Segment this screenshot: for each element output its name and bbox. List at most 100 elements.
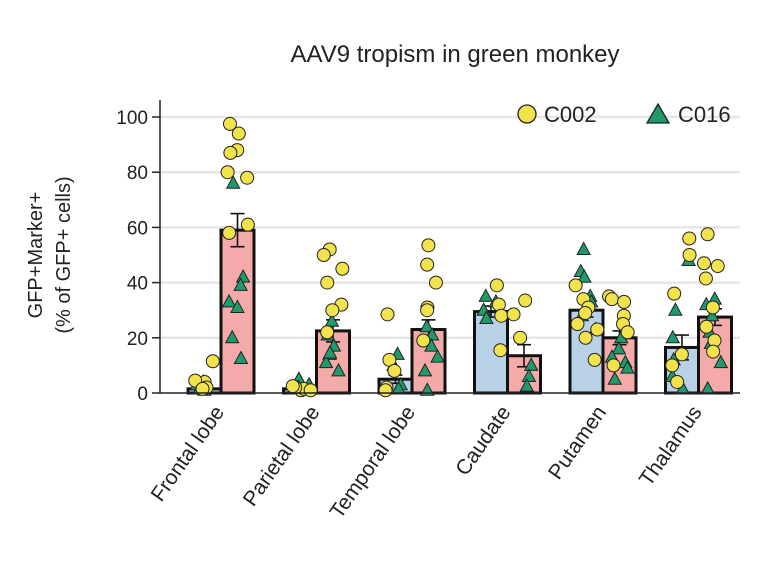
data-point-circle xyxy=(222,225,237,240)
data-point-triangle xyxy=(233,277,248,291)
data-point-circle xyxy=(303,383,318,398)
data-point-circle xyxy=(667,286,682,301)
data-point-circle xyxy=(195,381,210,396)
legend-label-series-2: C016 xyxy=(678,102,731,127)
data-point-triangle xyxy=(521,368,537,382)
data-point-circle xyxy=(698,271,713,286)
x-category-label: Frontal lobe xyxy=(147,402,229,506)
data-point-circle xyxy=(231,126,246,141)
data-point-circle xyxy=(489,278,504,293)
data-point-triangle xyxy=(221,293,237,308)
data-point-triangle xyxy=(419,318,435,333)
data-point-circle xyxy=(604,292,619,307)
points-layer xyxy=(188,116,729,398)
data-point-triangle xyxy=(523,357,539,371)
data-point-triangle xyxy=(479,310,494,324)
data-point-triangle xyxy=(519,378,535,392)
data-point-triangle xyxy=(668,302,683,316)
bars-layer xyxy=(186,228,733,395)
data-point-circle xyxy=(316,248,331,262)
data-point-circle xyxy=(325,303,340,318)
y-tick-label: 80 xyxy=(127,163,148,184)
y-axis-ticks: 0 20 40 60 80 100 xyxy=(116,100,161,405)
data-point-triangle xyxy=(419,382,435,396)
data-point-circle xyxy=(513,330,528,345)
data-point-circle xyxy=(320,275,335,290)
data-point-circle xyxy=(240,170,255,185)
data-point-triangle xyxy=(576,241,591,255)
data-point-circle xyxy=(378,383,393,398)
data-point-circle xyxy=(335,261,350,276)
data-point-triangle xyxy=(713,354,729,369)
legend-label-series-1: C002 xyxy=(544,102,597,127)
y-tick-label: 100 xyxy=(116,108,148,129)
data-point-circle xyxy=(320,325,335,340)
x-category-label: Parietal lobe xyxy=(239,402,325,511)
data-point-triangle xyxy=(322,344,338,359)
data-point-triangle xyxy=(577,269,592,283)
data-point-circle xyxy=(587,352,602,367)
data-point-circle xyxy=(570,317,585,331)
x-category-label: Putamen xyxy=(544,402,611,484)
data-point-circle xyxy=(506,307,521,322)
data-point-circle xyxy=(705,300,720,315)
data-point-circle xyxy=(682,248,697,262)
data-point-circle xyxy=(494,308,509,323)
error-bars-layer xyxy=(197,212,722,392)
chart-title: AAV9 tropism in green monkey xyxy=(290,41,619,68)
data-point-circle xyxy=(222,116,237,131)
legend-circle-marker xyxy=(517,104,537,124)
x-axis-categories: Frontal lobe Parietal lobe Temporal lobe Ca… xyxy=(147,402,707,523)
data-point-circle xyxy=(606,358,621,373)
legend-triangle-marker xyxy=(645,102,671,124)
data-point-circle xyxy=(590,322,605,337)
x-category-label: Caudate xyxy=(451,402,515,480)
data-point-circle xyxy=(223,145,238,160)
y-axis-label-line2: (% of GFP+ cells) xyxy=(53,176,75,333)
data-point-triangle xyxy=(611,340,627,355)
data-point-triangle xyxy=(704,307,720,322)
data-point-circle xyxy=(285,379,300,394)
data-point-triangle xyxy=(430,349,445,363)
data-point-circle xyxy=(568,278,583,293)
data-point-circle xyxy=(493,343,508,358)
data-point-triangle xyxy=(225,175,241,189)
data-point-circle xyxy=(617,294,632,309)
grid-lines xyxy=(160,115,740,340)
y-tick-label: 0 xyxy=(137,384,148,405)
data-point-circle xyxy=(670,374,685,389)
data-point-circle xyxy=(699,319,714,334)
data-point-triangle xyxy=(318,354,334,369)
x-category-label: Thalamus xyxy=(635,402,707,491)
data-point-circle xyxy=(240,217,255,232)
data-point-triangle xyxy=(620,360,635,374)
data-point-triangle xyxy=(476,302,491,316)
data-point-circle xyxy=(682,231,697,246)
data-point-triangle xyxy=(233,350,249,364)
data-point-circle xyxy=(710,259,725,274)
data-point-circle xyxy=(428,275,443,290)
legend: C002 C016 xyxy=(517,102,731,127)
data-point-circle xyxy=(620,325,635,340)
data-point-triangle xyxy=(324,313,340,327)
data-point-circle xyxy=(205,354,220,369)
data-point-circle xyxy=(420,303,435,318)
data-point-circle xyxy=(420,257,435,272)
data-point-circle xyxy=(380,307,395,322)
data-point-circle xyxy=(578,305,593,320)
data-point-triangle xyxy=(331,362,346,377)
data-point-triangle xyxy=(391,380,406,395)
y-axis-label: GFP+Marker+ (% of GFP+ cells) xyxy=(25,176,75,333)
data-point-circle xyxy=(421,238,436,253)
x-category-label: Temporal lobe xyxy=(326,402,420,523)
data-point-circle xyxy=(416,333,431,348)
y-tick-label: 60 xyxy=(127,218,148,239)
data-point-circle xyxy=(700,227,715,242)
y-tick-label: 20 xyxy=(127,329,148,350)
data-point-triangle xyxy=(224,329,240,344)
data-point-triangle xyxy=(230,299,245,313)
data-point-triangle xyxy=(665,329,681,344)
data-point-circle xyxy=(387,363,402,378)
data-point-circle xyxy=(706,344,721,359)
